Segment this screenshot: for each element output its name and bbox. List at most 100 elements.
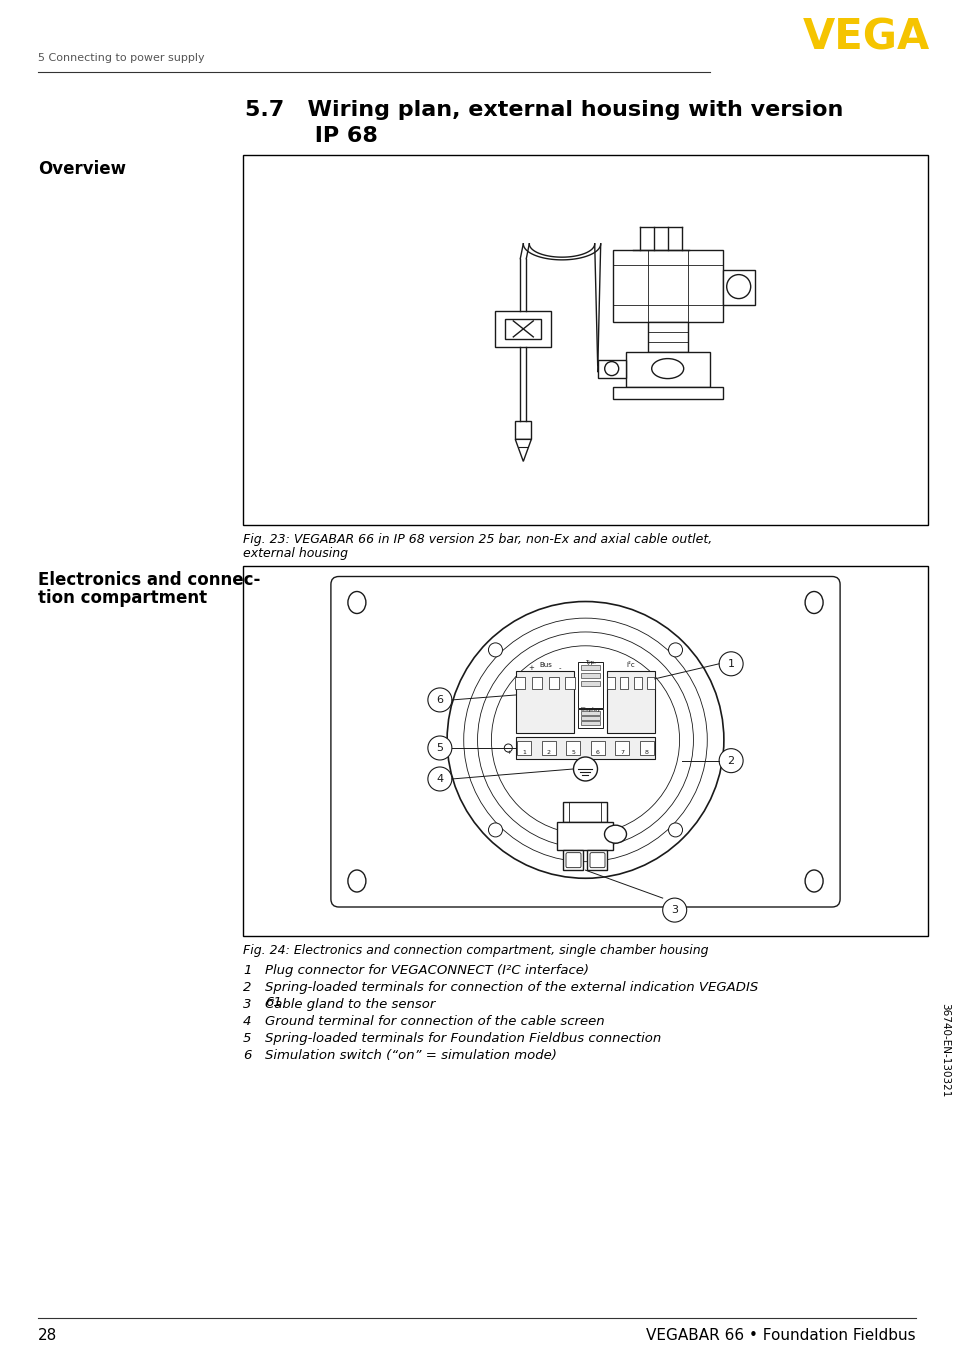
Bar bbox=[598, 360, 625, 378]
Bar bbox=[580, 665, 599, 670]
Circle shape bbox=[719, 749, 742, 773]
Text: 2: 2 bbox=[727, 756, 734, 765]
Text: IP 68: IP 68 bbox=[245, 126, 377, 146]
Text: 4: 4 bbox=[436, 774, 443, 784]
Bar bbox=[516, 737, 654, 760]
FancyBboxPatch shape bbox=[589, 853, 604, 868]
Ellipse shape bbox=[604, 825, 626, 844]
Text: tion compartment: tion compartment bbox=[38, 589, 207, 607]
Circle shape bbox=[428, 737, 452, 760]
Bar bbox=[580, 720, 599, 724]
Ellipse shape bbox=[348, 592, 366, 613]
Polygon shape bbox=[515, 440, 531, 462]
Bar bbox=[612, 249, 722, 322]
Bar bbox=[515, 421, 531, 440]
Text: Spring-loaded terminals for connection of the external indication VEGADIS: Spring-loaded terminals for connection o… bbox=[265, 982, 758, 994]
Text: 28: 28 bbox=[38, 1328, 57, 1343]
Text: VEGA: VEGA bbox=[801, 18, 929, 60]
Text: 2: 2 bbox=[546, 750, 550, 756]
FancyBboxPatch shape bbox=[565, 853, 580, 868]
Text: +: + bbox=[505, 750, 510, 756]
Bar bbox=[607, 677, 615, 689]
Circle shape bbox=[428, 688, 452, 712]
Bar bbox=[647, 322, 687, 352]
Circle shape bbox=[447, 601, 723, 879]
Bar bbox=[639, 741, 653, 756]
Circle shape bbox=[668, 823, 681, 837]
Text: VEGABAR 66 • Foundation Fieldbus: VEGABAR 66 • Foundation Fieldbus bbox=[646, 1328, 915, 1343]
Bar bbox=[532, 677, 541, 689]
Text: 1: 1 bbox=[727, 659, 734, 669]
Text: 36740-EN-130321: 36740-EN-130321 bbox=[939, 1003, 949, 1097]
Text: 3: 3 bbox=[243, 998, 251, 1011]
Bar bbox=[566, 741, 579, 756]
Bar bbox=[563, 802, 607, 822]
Ellipse shape bbox=[651, 359, 683, 379]
Text: +: + bbox=[527, 665, 534, 670]
Bar bbox=[580, 673, 599, 678]
Text: Fig. 24: Electronics and connection compartment, single chamber housing: Fig. 24: Electronics and connection comp… bbox=[243, 944, 708, 957]
Circle shape bbox=[719, 651, 742, 676]
Bar bbox=[243, 566, 927, 936]
Circle shape bbox=[488, 823, 502, 837]
Text: Overview: Overview bbox=[38, 160, 126, 177]
Text: 5.7   Wiring plan, external housing with version: 5.7 Wiring plan, external housing with v… bbox=[245, 100, 842, 121]
Bar bbox=[505, 320, 540, 338]
Text: Simulation switch (“on” = simulation mode): Simulation switch (“on” = simulation mod… bbox=[265, 1049, 557, 1062]
Bar bbox=[578, 662, 602, 708]
Text: 6: 6 bbox=[436, 695, 443, 705]
Bar bbox=[619, 677, 628, 689]
Text: 61: 61 bbox=[265, 997, 281, 1009]
Text: Display: Display bbox=[580, 707, 600, 712]
Bar bbox=[515, 677, 525, 689]
Ellipse shape bbox=[804, 871, 822, 892]
Text: 4: 4 bbox=[243, 1016, 251, 1028]
Bar bbox=[722, 269, 754, 305]
Bar bbox=[615, 741, 629, 756]
Bar bbox=[633, 677, 641, 689]
Bar bbox=[587, 850, 607, 871]
Bar bbox=[578, 708, 602, 727]
Text: Plug connector for VEGACONNECT (I²C interface): Plug connector for VEGACONNECT (I²C inte… bbox=[265, 964, 588, 978]
Bar bbox=[612, 387, 722, 398]
Bar bbox=[541, 741, 556, 756]
Circle shape bbox=[604, 362, 618, 375]
Text: Fig. 23: VEGABAR 66 in IP 68 version 25 bar, non-Ex and axial cable outlet,: Fig. 23: VEGABAR 66 in IP 68 version 25 … bbox=[243, 533, 712, 546]
Text: external housing: external housing bbox=[243, 547, 348, 561]
Text: 8: 8 bbox=[644, 750, 648, 756]
Circle shape bbox=[726, 275, 750, 299]
Bar bbox=[517, 741, 531, 756]
Bar bbox=[548, 677, 558, 689]
Circle shape bbox=[662, 898, 686, 922]
Circle shape bbox=[573, 757, 597, 781]
Text: 5: 5 bbox=[571, 750, 575, 756]
Circle shape bbox=[668, 643, 681, 657]
Text: 6: 6 bbox=[596, 750, 599, 756]
Bar bbox=[580, 715, 599, 719]
Circle shape bbox=[428, 766, 452, 791]
Bar bbox=[625, 352, 709, 387]
Text: 5: 5 bbox=[243, 1032, 251, 1045]
Text: Spring-loaded terminals for Foundation Fieldbus connection: Spring-loaded terminals for Foundation F… bbox=[265, 1032, 660, 1045]
Bar bbox=[557, 822, 613, 850]
Text: 7: 7 bbox=[619, 750, 623, 756]
Bar bbox=[495, 311, 551, 347]
Ellipse shape bbox=[348, 871, 366, 892]
Text: 6: 6 bbox=[243, 1049, 251, 1062]
Text: 1: 1 bbox=[522, 750, 526, 756]
Text: Electronics and connec-: Electronics and connec- bbox=[38, 571, 260, 589]
Text: Cable gland to the sensor: Cable gland to the sensor bbox=[265, 998, 435, 1011]
Bar bbox=[590, 741, 604, 756]
Text: I²c: I²c bbox=[626, 662, 635, 668]
Bar bbox=[565, 677, 575, 689]
Circle shape bbox=[488, 643, 502, 657]
Text: Bus: Bus bbox=[538, 662, 551, 668]
Text: 1: 1 bbox=[243, 964, 251, 978]
Text: -: - bbox=[558, 665, 560, 670]
Bar bbox=[516, 670, 574, 733]
Bar bbox=[580, 681, 599, 686]
Text: 3: 3 bbox=[671, 904, 678, 915]
Text: 5: 5 bbox=[436, 743, 443, 753]
Bar bbox=[243, 154, 927, 525]
Bar bbox=[563, 850, 583, 871]
